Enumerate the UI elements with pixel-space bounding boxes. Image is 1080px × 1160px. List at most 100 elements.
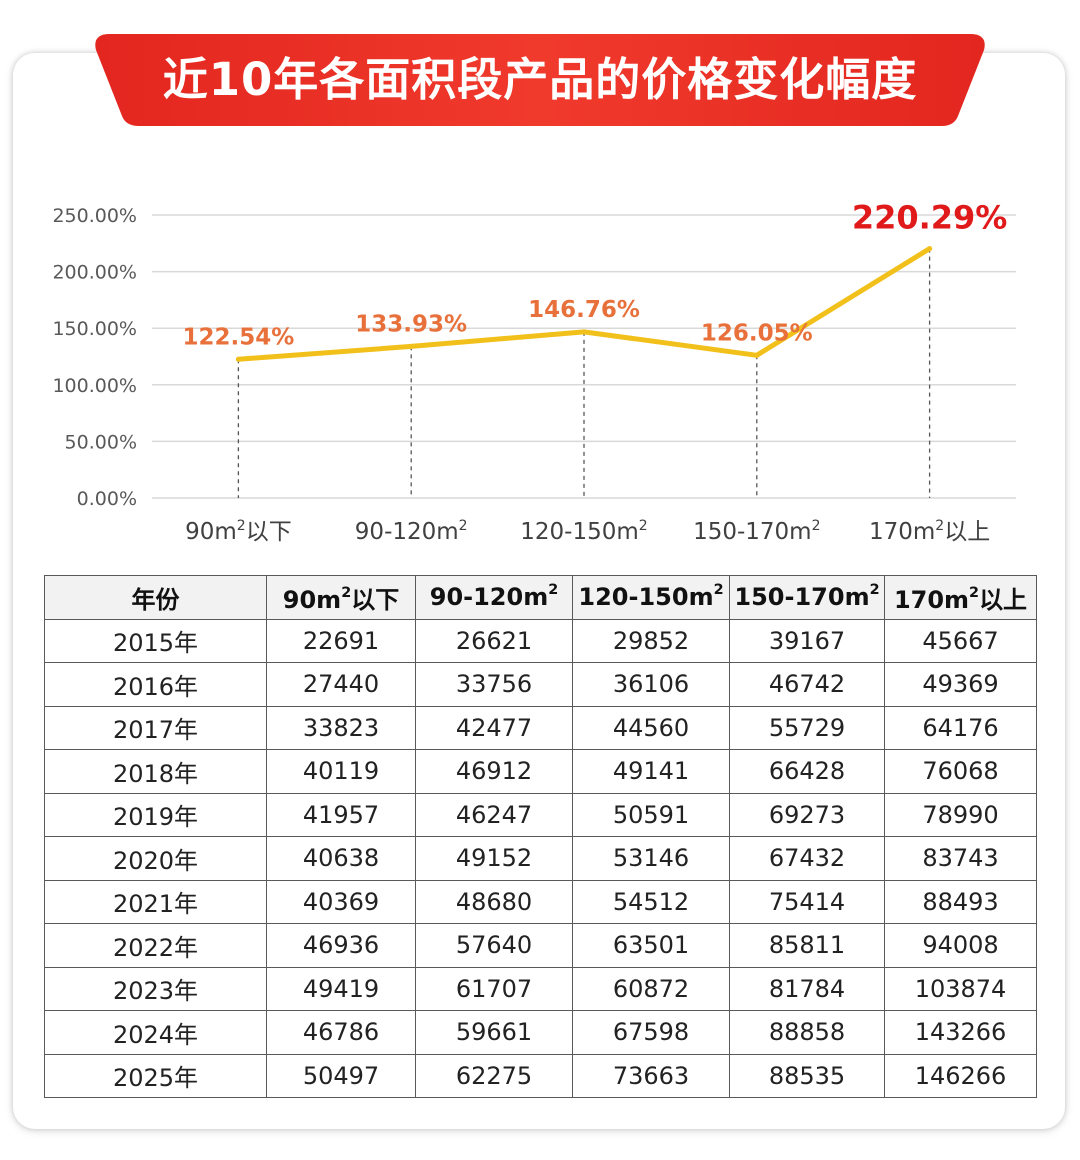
table-header-cell: 120-150m2 xyxy=(572,575,730,620)
table-cell: 78990 xyxy=(884,792,1037,837)
table-cell: 45667 xyxy=(884,618,1037,663)
table-row: 2016年 27440 33756 36106 46742 49369 xyxy=(44,662,1037,707)
table-cell: 2018年 xyxy=(44,749,267,794)
table-cell: 2021年 xyxy=(44,879,267,924)
table-cell: 62275 xyxy=(415,1053,573,1098)
table-cell: 57640 xyxy=(415,923,573,968)
y-tick-label: 50.00% xyxy=(65,431,137,453)
table-body: 2015年 22691 26621 29852 39167 45667 2016年 27440… xyxy=(44,618,1037,1098)
table-row: 2022年 46936 57640 63501 85811 94008 xyxy=(44,923,1037,968)
price-table: 年份 90m2以下 90-120m2 120-150m2 150-170m2 170m2以… xyxy=(44,575,1037,1098)
table-header-cell: 年份 xyxy=(44,575,267,620)
table-cell: 61707 xyxy=(415,966,573,1011)
table-cell: 81784 xyxy=(729,966,885,1011)
table-cell: 76068 xyxy=(884,749,1037,794)
x-tick-label: 150-170m2 xyxy=(693,518,820,545)
data-point xyxy=(927,246,933,252)
data-point xyxy=(408,343,414,349)
table-cell: 42477 xyxy=(415,705,573,750)
table-cell: 36106 xyxy=(572,662,730,707)
table-header-cell: 90m2以下 xyxy=(266,575,416,620)
table-cell: 55729 xyxy=(729,705,885,750)
table-cell: 88535 xyxy=(729,1053,885,1098)
x-tick-label: 90m2以下 xyxy=(185,518,292,545)
table-cell: 48680 xyxy=(415,879,573,924)
table-cell: 39167 xyxy=(729,618,885,663)
table-cell: 143266 xyxy=(884,1010,1037,1055)
table-cell: 88493 xyxy=(884,879,1037,924)
data-label: 133.93% xyxy=(355,311,467,337)
table-cell: 40369 xyxy=(266,879,416,924)
table-cell: 46247 xyxy=(415,792,573,837)
table-cell: 69273 xyxy=(729,792,885,837)
line-chart: 0.00% 50.00% 100.00% 150.00% 200.00% 250.00% 1… xyxy=(52,199,1016,545)
table-cell: 54512 xyxy=(572,879,730,924)
table-cell: 29852 xyxy=(572,618,730,663)
table-cell: 103874 xyxy=(884,966,1037,1011)
table-row: 2017年 33823 42477 44560 55729 64176 xyxy=(44,705,1037,750)
table-cell: 33823 xyxy=(266,705,416,750)
data-label: 146.76% xyxy=(528,297,640,323)
table-cell: 22691 xyxy=(266,618,416,663)
table-cell: 49152 xyxy=(415,836,573,881)
table-cell: 75414 xyxy=(729,879,885,924)
table-cell: 46786 xyxy=(266,1010,416,1055)
table-cell: 88858 xyxy=(729,1010,885,1055)
y-tick-label: 150.00% xyxy=(52,318,137,340)
table-cell: 63501 xyxy=(572,923,730,968)
table-cell: 2019年 xyxy=(44,792,267,837)
table-row: 2021年 40369 48680 54512 75414 88493 xyxy=(44,879,1037,924)
y-tick-label: 0.00% xyxy=(77,488,137,510)
table-header-cell: 90-120m2 xyxy=(415,575,573,620)
table-header-cell: 170m2以上 xyxy=(884,575,1037,620)
table-cell: 2022年 xyxy=(44,923,267,968)
data-point xyxy=(581,329,587,335)
data-label: 122.54% xyxy=(182,324,294,350)
table-cell: 46936 xyxy=(266,923,416,968)
table-row: 2018年 40119 46912 49141 66428 76068 xyxy=(44,749,1037,794)
x-tick-label: 170m2以上 xyxy=(869,518,990,545)
table-cell: 50591 xyxy=(572,792,730,837)
table-cell: 94008 xyxy=(884,923,1037,968)
table-cell: 2025年 xyxy=(44,1053,267,1098)
y-tick-label: 250.00% xyxy=(52,205,137,227)
table-header-cell: 150-170m2 xyxy=(729,575,885,620)
title-banner: 近10年各面积段产品的价格变化幅度 xyxy=(92,34,988,126)
table-cell: 49369 xyxy=(884,662,1037,707)
table-row: 2024年 46786 59661 67598 88858 143266 xyxy=(44,1010,1037,1055)
table-cell: 64176 xyxy=(884,705,1037,750)
table-cell: 66428 xyxy=(729,749,885,794)
highlight-data-label: 220.29% xyxy=(852,199,1008,237)
table-cell: 44560 xyxy=(572,705,730,750)
table-cell: 46742 xyxy=(729,662,885,707)
table-cell: 59661 xyxy=(415,1010,573,1055)
table-header-row: 年份 90m2以下 90-120m2 120-150m2 150-170m2 170m2以… xyxy=(44,575,1037,620)
table-cell: 27440 xyxy=(266,662,416,707)
x-tick-label: 120-150m2 xyxy=(520,518,647,545)
table-cell: 41957 xyxy=(266,792,416,837)
table-cell: 49419 xyxy=(266,966,416,1011)
table-cell: 2020年 xyxy=(44,836,267,881)
table-row: 2025年 50497 62275 73663 88535 146266 xyxy=(44,1053,1037,1098)
table-cell: 40119 xyxy=(266,749,416,794)
y-tick-label: 100.00% xyxy=(52,375,137,397)
table-row: 2023年 49419 61707 60872 81784 103874 xyxy=(44,966,1037,1011)
data-point xyxy=(235,356,241,362)
table-cell: 33756 xyxy=(415,662,573,707)
table-cell: 40638 xyxy=(266,836,416,881)
table-cell: 2024年 xyxy=(44,1010,267,1055)
table-cell: 67432 xyxy=(729,836,885,881)
table-cell: 26621 xyxy=(415,618,573,663)
table-cell: 67598 xyxy=(572,1010,730,1055)
table-cell: 49141 xyxy=(572,749,730,794)
table-row: 2020年 40638 49152 53146 67432 83743 xyxy=(44,836,1037,881)
table-cell: 2015年 xyxy=(44,618,267,663)
table-cell: 146266 xyxy=(884,1053,1037,1098)
table-row: 2019年 41957 46247 50591 69273 78990 xyxy=(44,792,1037,837)
table-cell: 2016年 xyxy=(44,662,267,707)
banner-shape xyxy=(95,34,985,126)
y-tick-label: 200.00% xyxy=(52,262,137,284)
data-point xyxy=(754,352,760,358)
page-title: 近10年各面积段产品的价格变化幅度 xyxy=(162,53,918,106)
table-cell: 85811 xyxy=(729,923,885,968)
